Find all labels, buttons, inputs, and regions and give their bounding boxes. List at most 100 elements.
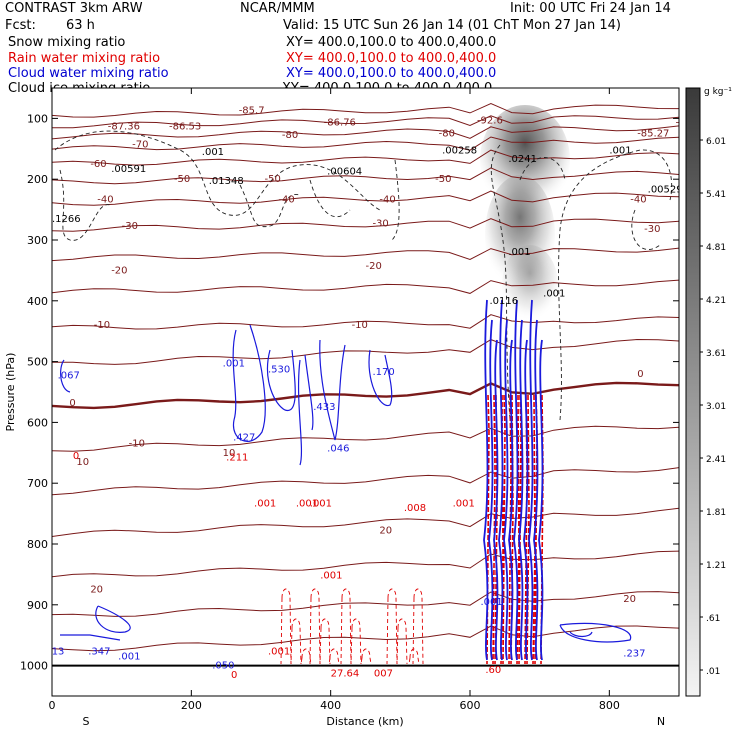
cloud-water-contour-3: [297, 354, 314, 466]
cloud-water-contour-6: [95, 605, 131, 633]
temperature-label-29: 20: [90, 585, 103, 596]
colorbar-tick-label-0: 6.01: [706, 137, 726, 147]
cloud-water-label-1: .001: [223, 358, 245, 369]
snow-label-7: .00529: [648, 185, 683, 196]
temperature-label-26: 0: [637, 369, 643, 380]
snow-contour-2: [239, 184, 301, 228]
colorbar-tick-label-8: 1.21: [706, 561, 726, 571]
snow-label-3: .00604: [327, 166, 362, 177]
temperature-label-0: -87.36: [108, 121, 140, 132]
snow-contour-7: [631, 209, 661, 250]
model-title: CONTRAST 3km ARW: [5, 1, 143, 16]
temperature-contour-11: [52, 338, 679, 365]
snow-label-10: .0116: [490, 296, 519, 307]
temperature-label-18: -30: [122, 221, 138, 232]
rain-label-4: .001: [310, 498, 332, 509]
colorbar-tick-label-5: 3.01: [706, 402, 726, 412]
colorbar-tick-label-1: 5.41: [706, 190, 726, 200]
temperature-label-19: -30: [372, 219, 388, 230]
temperature-label-10: -60: [90, 159, 106, 170]
rain-contour-5: [328, 648, 340, 665]
rain-label-0: 0: [73, 451, 79, 462]
rain-label-12: .60: [485, 665, 501, 676]
snow-label-8: .1266: [52, 214, 81, 225]
cloud-water-core-11: [538, 339, 544, 661]
rain-label-8: .001: [268, 647, 290, 658]
cloud-water-contour-9: [569, 631, 593, 638]
colorbar-tick-label-10: .01: [706, 667, 720, 677]
temperature-contours: [52, 102, 679, 667]
rain-core-4: [502, 394, 506, 665]
plot-area: -87.36 -86.53 -85.7 -86.76 -92.6 -85.27 -84.6 -…: [49, 88, 702, 696]
rain-label-9: 0: [231, 670, 237, 681]
rain-label-1: .211: [226, 453, 248, 464]
rain-contour-7: [350, 618, 362, 665]
temperature-label-3: -86.76: [324, 118, 356, 129]
cloud-water-core-1: [488, 319, 494, 661]
temperature-label-21: -20: [111, 265, 127, 276]
temperature-label-11: -50: [174, 174, 190, 185]
x-tick-label-0: 0: [49, 699, 56, 712]
rain-label-3: .001: [296, 498, 318, 509]
y-tick-label-7: 800: [27, 538, 48, 551]
temperature-contour-5: [52, 167, 679, 185]
plot-background: [52, 88, 679, 696]
temperature-label-24: -10: [352, 320, 368, 331]
center-title: NCAR/MMM: [240, 1, 315, 16]
temperature-contour-17: [52, 591, 679, 617]
y-tick-label-2: 300: [27, 234, 48, 247]
snow-label-1: .00591: [111, 164, 146, 175]
y-tick-label-0: 100: [27, 112, 48, 125]
temperature-contour-7: [52, 218, 679, 232]
rain-contour-10: [396, 618, 408, 665]
snow-label-2: .01348: [209, 176, 244, 187]
y-tick-label-4: 500: [27, 356, 48, 369]
temperature-label-32: -10: [129, 439, 145, 450]
temperature-contour-1: [52, 115, 679, 129]
colorbar-ticks: 6.01 5.41 4.81 4.21 3.61 3.01 2.41 1.81 1.21 .61.…: [700, 137, 726, 677]
snow-contours: [54, 130, 673, 421]
rain-core-7: [516, 394, 520, 665]
temperature-label-2: -85.7: [239, 106, 265, 117]
rain-contour-1: [290, 618, 302, 665]
cloud-water-label-3: .433: [313, 402, 335, 413]
field-xy-snow: XY= 400.0,100.0 to 400.0,400.0: [286, 35, 497, 50]
axes: 0 200 400 600 800100200300400500600700800900…: [20, 88, 679, 712]
y-tick-label-5: 600: [27, 416, 48, 429]
rain-label-11: 007: [374, 669, 393, 680]
temperature-contour-4: [52, 149, 679, 166]
colorbar-tick-label-2: 4.81: [706, 243, 726, 253]
rain-contour-4: [319, 618, 331, 665]
cloud-water-core-5: [508, 339, 514, 661]
valid-time: Valid: 15 UTC Sun 26 Jan 14 (01 ChT Mon …: [283, 18, 621, 33]
y-tick-label-1: 200: [27, 173, 48, 186]
field-name-cloud-water: Cloud water mixing ratio: [8, 66, 169, 81]
colorbar-unit: g kg⁻¹: [704, 87, 732, 97]
colorbar: 6.01 5.41 4.81 4.21 3.61 3.01 2.41 1.81 1.21 .61.…: [685, 87, 726, 697]
snow-contour-4: [391, 159, 400, 241]
cloud-water-core-9: [528, 299, 534, 661]
field-xy-cloud-water: XY= 400.0,100.0 to 400.0,400.0: [286, 66, 497, 81]
temperature-label-6: -84.6: [676, 118, 702, 129]
temperature-label-1: -86.53: [169, 121, 201, 132]
temperature-contour-3: [52, 136, 679, 151]
x-tick-label-3: 600: [460, 699, 481, 712]
cloud-water-contour-7: [60, 634, 121, 641]
rain-contour-0: [280, 588, 292, 665]
snow-contour-1: [59, 169, 111, 241]
cloud-water-contour-5: [368, 349, 393, 407]
direction-south: S: [83, 715, 90, 728]
rain-label-10: 27.64: [331, 669, 360, 680]
cloud-water-label-12: .13: [49, 647, 65, 658]
cloud-water-contour-2: [266, 349, 296, 411]
y-tick-label-9: 1000: [20, 660, 48, 673]
field-name-snow: Snow mixing ratio: [8, 35, 126, 50]
snow-label-0: .001: [202, 147, 224, 158]
rain-label-6: .001: [453, 498, 475, 509]
rain-contour-8: [360, 648, 372, 665]
colorbar-tick-label-4: 3.61: [706, 349, 726, 359]
rain-contour-9: [386, 588, 398, 665]
x-tick-label-4: 800: [599, 699, 620, 712]
rain-label-7: .001: [320, 571, 342, 582]
